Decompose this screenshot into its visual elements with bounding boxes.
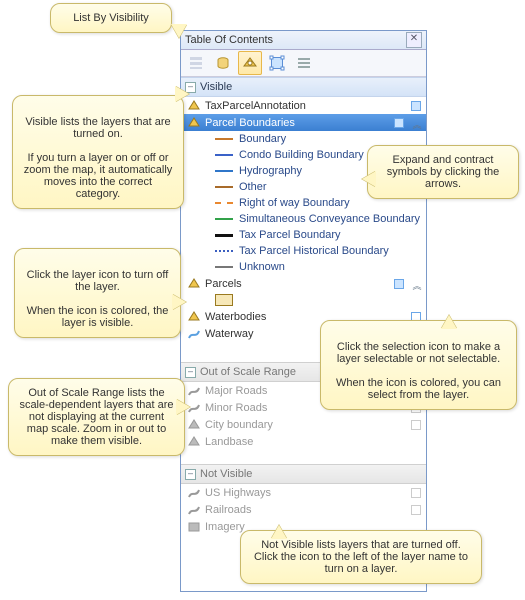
line-layer-icon bbox=[187, 384, 201, 398]
layer-railroads[interactable]: Railroads bbox=[181, 501, 426, 518]
callout-layer-icon: Click the layer icon to turn off the lay… bbox=[14, 248, 181, 338]
layer-label: City boundary bbox=[205, 419, 406, 431]
list-by-visibility-button[interactable] bbox=[238, 51, 262, 75]
layer-landbase[interactable]: Landbase bbox=[181, 433, 426, 450]
selectable-icon[interactable] bbox=[393, 117, 405, 129]
raster-layer-icon bbox=[187, 520, 201, 534]
callout-not-visible: Not Visible lists layers that are turned… bbox=[240, 530, 482, 584]
section-visible-label: Visible bbox=[200, 78, 232, 96]
layer-taxparcelannotation[interactable]: TaxParcelAnnotation bbox=[181, 97, 426, 114]
toolbar bbox=[181, 50, 426, 77]
callout-out-of-scale: Out of Scale Range lists the scale-depen… bbox=[8, 378, 185, 456]
sublayer-simul[interactable]: Simultaneous Conveyance Boundary bbox=[181, 211, 426, 227]
layer-us-highways[interactable]: US Highways bbox=[181, 484, 426, 501]
line-swatch bbox=[215, 154, 233, 156]
polygon-layer-icon bbox=[187, 418, 201, 432]
line-swatch bbox=[215, 202, 233, 204]
collapse-arrow-icon[interactable]: ︽ bbox=[412, 118, 422, 128]
selectable-icon[interactable] bbox=[393, 278, 405, 290]
callout-visible-desc: Visible lists the layers that are turned… bbox=[12, 95, 184, 209]
line-swatch bbox=[215, 234, 233, 237]
line-layer-icon bbox=[187, 503, 201, 517]
collapse-icon[interactable]: – bbox=[185, 469, 196, 480]
line-layer-icon bbox=[187, 486, 201, 500]
line-swatch bbox=[215, 250, 233, 252]
sublayer-parcels-sym bbox=[181, 292, 426, 308]
section-outofscale-label: Out of Scale Range bbox=[200, 363, 296, 381]
layer-label: Landbase bbox=[205, 436, 422, 448]
layer-label: Parcels bbox=[205, 278, 389, 290]
section-notvisible-header[interactable]: – Not Visible bbox=[181, 464, 426, 484]
list-by-selection-button[interactable] bbox=[265, 51, 289, 75]
selectable-icon[interactable] bbox=[410, 419, 422, 431]
line-swatch bbox=[215, 266, 233, 268]
list-by-drawing-order-button[interactable] bbox=[184, 51, 208, 75]
selectable-icon[interactable] bbox=[410, 504, 422, 516]
layer-parcels[interactable]: Parcels ︽ bbox=[181, 275, 426, 292]
callout-expand: Expand and contract symbols by clicking … bbox=[367, 145, 519, 199]
close-icon[interactable]: ✕ bbox=[406, 32, 422, 48]
section-visible-header[interactable]: – Visible bbox=[181, 77, 426, 97]
collapse-icon[interactable]: – bbox=[185, 367, 196, 378]
fill-swatch bbox=[215, 294, 233, 306]
section-notvisible-label: Not Visible bbox=[200, 465, 252, 483]
list-by-source-button[interactable] bbox=[211, 51, 235, 75]
titlebar: Table Of Contents ✕ bbox=[181, 31, 426, 50]
toc-panel: Table Of Contents ✕ – Visible TaxParcelA… bbox=[180, 30, 427, 592]
polygon-layer-icon bbox=[187, 277, 201, 291]
sublayer-taxparcel[interactable]: Tax Parcel Boundary bbox=[181, 227, 426, 243]
layer-label: Parcel Boundaries bbox=[205, 117, 389, 129]
selectable-icon[interactable] bbox=[410, 487, 422, 499]
layer-label: US Highways bbox=[205, 487, 406, 499]
layer-city-boundary[interactable]: City boundary bbox=[181, 416, 426, 433]
line-layer-icon bbox=[187, 327, 201, 341]
line-swatch bbox=[215, 186, 233, 188]
layer-label: TaxParcelAnnotation bbox=[205, 100, 406, 112]
panel-title: Table Of Contents bbox=[185, 31, 273, 49]
callout-list-by-visibility: List By Visibility bbox=[50, 3, 172, 33]
line-swatch bbox=[215, 218, 233, 220]
sublayer-historical[interactable]: Tax Parcel Historical Boundary bbox=[181, 243, 426, 259]
layer-parcel-boundaries[interactable]: Parcel Boundaries ︽ bbox=[181, 114, 426, 131]
options-button[interactable] bbox=[292, 51, 316, 75]
selectable-icon[interactable] bbox=[410, 100, 422, 112]
collapse-arrow-icon[interactable]: ︽ bbox=[412, 279, 422, 289]
polygon-layer-icon bbox=[187, 116, 201, 130]
line-swatch bbox=[215, 138, 233, 140]
polygon-layer-icon bbox=[187, 310, 201, 324]
layer-label: Railroads bbox=[205, 504, 406, 516]
polygon-layer-icon bbox=[187, 435, 201, 449]
line-swatch bbox=[215, 170, 233, 172]
callout-selection: Click the selection icon to make a layer… bbox=[320, 320, 517, 410]
sublayer-unknown[interactable]: Unknown bbox=[181, 259, 426, 275]
